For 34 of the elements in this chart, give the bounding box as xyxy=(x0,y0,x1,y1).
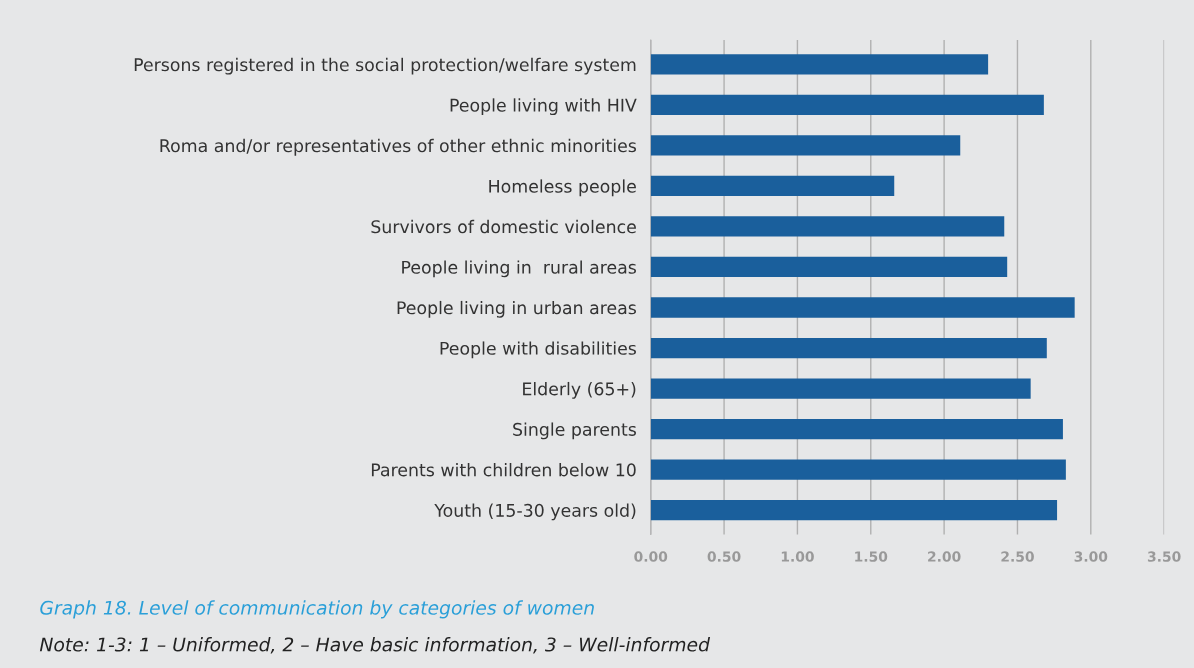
x-tick-label: 3.50 xyxy=(1147,551,1181,562)
y-tick-label: Parents with children below 10 xyxy=(371,462,636,477)
bar xyxy=(650,297,1075,318)
x-tick-label: 1.50 xyxy=(855,551,888,562)
bar xyxy=(650,499,1058,521)
y-tick-label: People living with HIV xyxy=(450,98,637,116)
bar xyxy=(650,54,989,75)
bar xyxy=(650,337,1047,359)
x-tick-label: 3.00 xyxy=(1074,551,1108,562)
bar xyxy=(650,256,1008,278)
y-tick-label: Homeless people xyxy=(489,179,636,197)
bar xyxy=(650,216,1005,237)
x-tick-label: 0.50 xyxy=(707,551,741,562)
y-tick-label: Survivors of domestic violence xyxy=(371,219,636,234)
bar xyxy=(650,378,1031,399)
x-tick-label: 0.00 xyxy=(634,551,668,562)
y-tick-label: Roma and/or representatives of other ethnic minorities xyxy=(160,138,636,156)
bar xyxy=(650,94,1044,116)
bar xyxy=(650,459,1066,480)
y-tick-label: People living in urban areas xyxy=(397,300,636,318)
x-tick-label: 1.00 xyxy=(781,551,814,562)
x-tick-label: 2.50 xyxy=(1001,551,1034,562)
y-tick-label: Elderly (65+) xyxy=(523,381,636,399)
y-tick-label: People with disabilities xyxy=(440,341,636,359)
text: Note: 1-3: 1 – Uniformed, 2 – Have basic information, 3 – Well-informed xyxy=(39,637,711,654)
y-tick-label: Single parents xyxy=(513,422,636,440)
bar xyxy=(650,175,895,197)
text: Graph 18. Level of communication by categories of women xyxy=(40,600,594,619)
y-tick-label: Youth (15-30 years old) xyxy=(434,503,636,521)
x-tick-label: 2.00 xyxy=(928,551,961,562)
y-tick-label: People living in rural areas xyxy=(402,260,636,278)
bar xyxy=(650,135,961,156)
y-tick-label: Persons registered in the social protection/welfare system xyxy=(134,57,636,75)
bar xyxy=(650,418,1063,440)
